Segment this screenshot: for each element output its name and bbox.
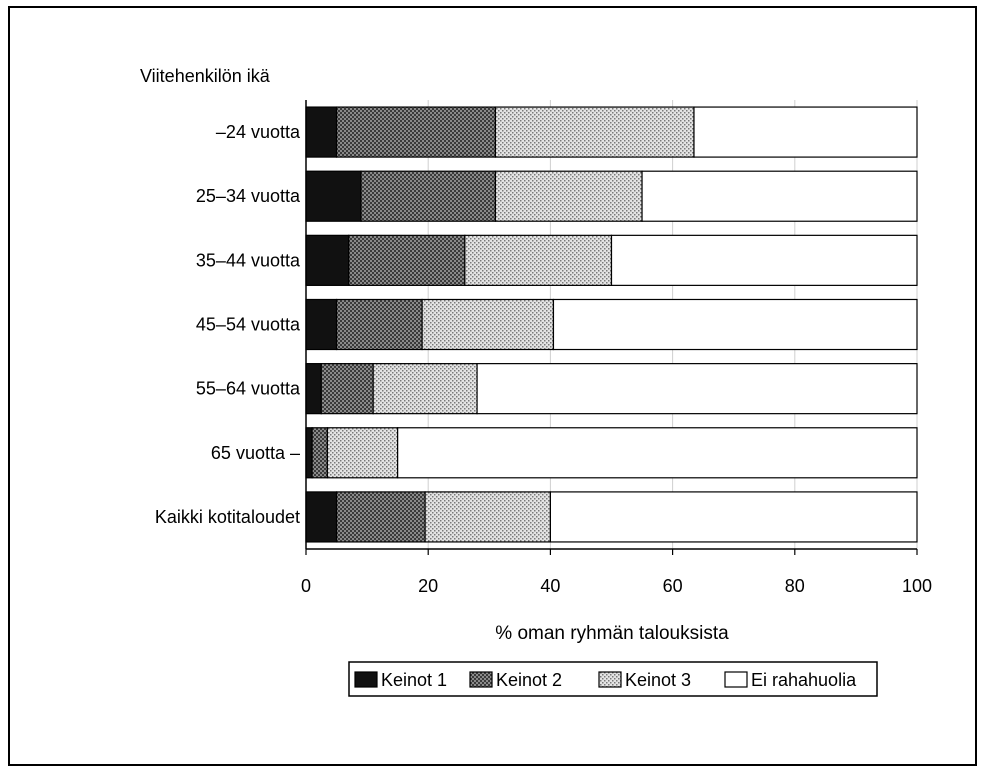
bar-segment-3 [372, 363, 478, 415]
legend-label: Ei rahahuolia [751, 670, 857, 690]
bar-segment-2 [360, 170, 497, 222]
bar-segment-1 [305, 298, 338, 351]
x-tick-label: 40 [540, 576, 560, 596]
category-axis-title: Viitehenkilön ikä [140, 66, 271, 86]
bar-segment-1 [305, 427, 313, 479]
bar-segment-4 [552, 298, 918, 351]
category-label: 45–54 vuotta [196, 315, 301, 335]
legend-label: Keinot 2 [496, 670, 562, 690]
bar-segment-4 [397, 427, 918, 479]
x-tick-label: 0 [301, 576, 311, 596]
bar-segment-4 [641, 170, 918, 222]
bar-segment-2 [335, 298, 423, 351]
bar-segment-4 [549, 491, 918, 543]
x-tick-label: 100 [902, 576, 932, 596]
bar-segment-4 [476, 363, 918, 415]
bar-segment-3 [494, 106, 695, 158]
bar-segment-1 [305, 491, 338, 543]
bars [305, 106, 918, 543]
category-labels: –24 vuotta 25–34 vuotta 35–44 vuotta 45–54 … [155, 122, 301, 527]
bar-segment-2 [335, 491, 426, 543]
legend-label: Keinot 3 [625, 670, 691, 690]
bar-segment-2 [320, 363, 374, 415]
bar-segment-3 [424, 491, 551, 543]
legend-swatch [354, 671, 378, 688]
bar-segment-3 [494, 170, 643, 222]
bar-segment-1 [305, 363, 322, 415]
x-axis: 0 20 40 60 80 100 [301, 100, 932, 596]
bar-segment-4 [610, 234, 918, 286]
x-tick-label: 20 [418, 576, 438, 596]
legend-swatch [724, 671, 748, 688]
category-label: 55–64 vuotta [196, 379, 301, 399]
category-label: 25–34 vuotta [196, 186, 301, 206]
bar-segment-3 [421, 298, 555, 351]
legend-swatch [469, 671, 493, 688]
category-label: 35–44 vuotta [196, 250, 301, 270]
category-label: –24 vuotta [216, 122, 301, 142]
bar-segment-1 [305, 106, 338, 158]
x-axis-title: % oman ryhmän talouksista [495, 623, 729, 644]
bar-segment-3 [464, 234, 613, 286]
x-tick-label: 60 [663, 576, 683, 596]
bar-segment-1 [305, 234, 350, 286]
bar-segment-4 [693, 106, 918, 158]
bar-segment-2 [311, 427, 328, 479]
bar-segment-2 [335, 106, 497, 158]
bar-segment-3 [326, 427, 399, 479]
stacked-bar-chart: Viitehenkilön ikä –24 vuotta 25–34 vuotta… [140, 66, 932, 697]
x-tick-label: 80 [785, 576, 805, 596]
bar-segment-1 [305, 170, 362, 222]
bar-segment-2 [348, 234, 466, 286]
legend-swatch [598, 671, 622, 688]
category-label: Kaikki kotitaloudet [155, 507, 300, 527]
legend-label: Keinot 1 [381, 670, 447, 690]
category-label: 65 vuotta – [211, 443, 300, 463]
legend: Keinot 1 Keinot 2 Keinot 3 Ei rahahuolia [348, 661, 878, 697]
